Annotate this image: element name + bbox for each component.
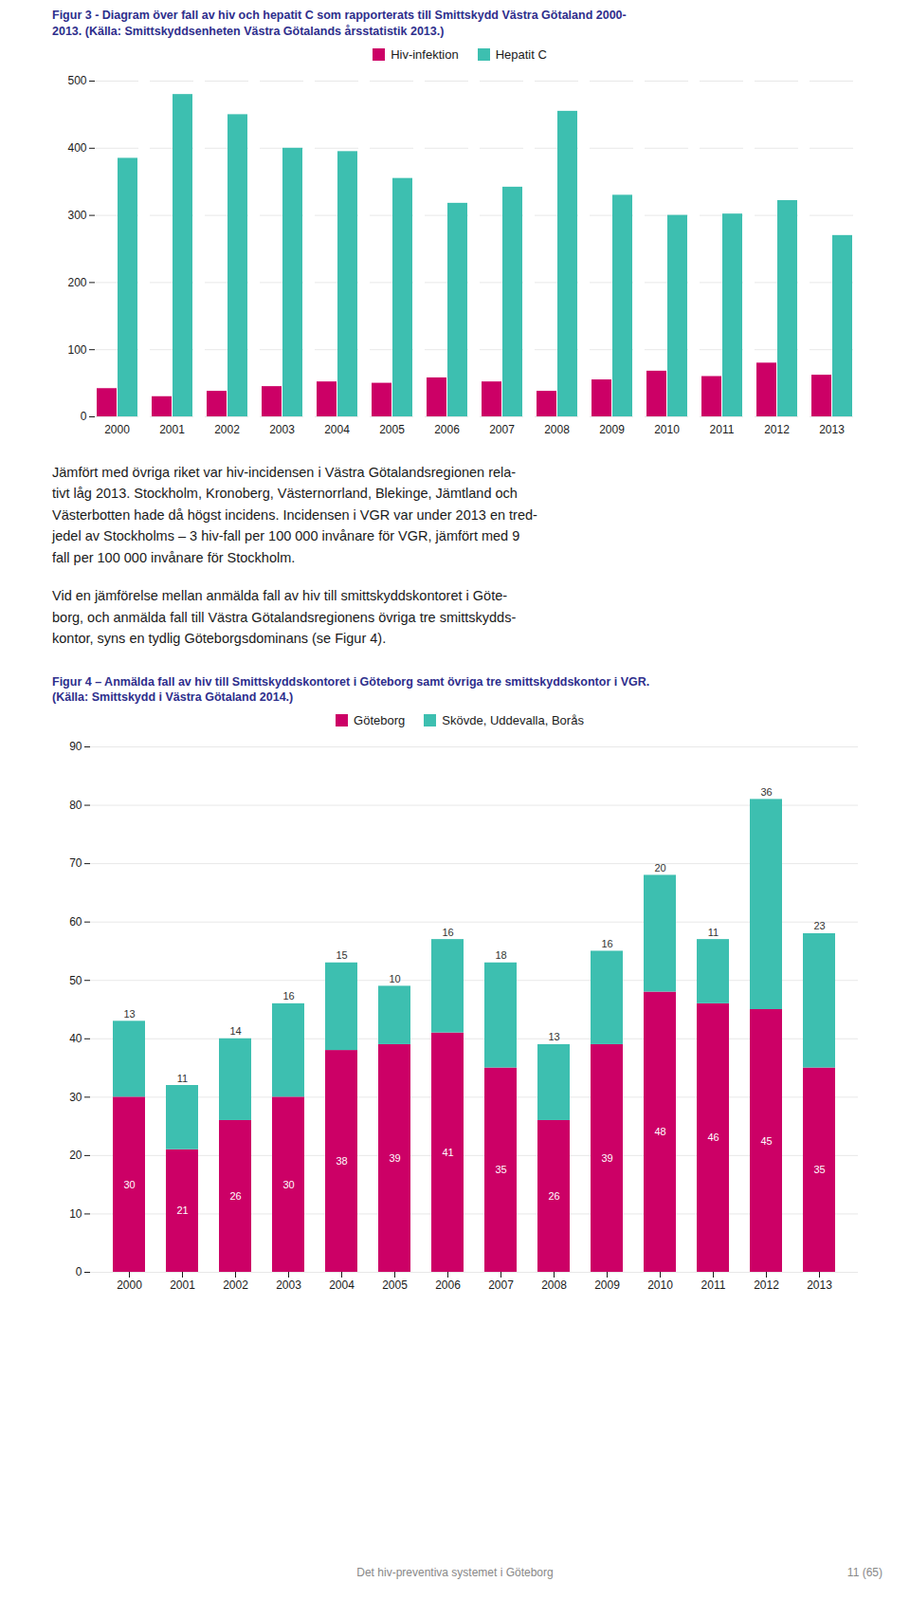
svg-text:2008: 2008	[541, 1277, 567, 1292]
svg-text:500: 500	[67, 73, 87, 88]
svg-text:400: 400	[67, 141, 87, 155]
html-text:Det hiv-preventiva systemet i: Det hiv-preventiva systemet i Göteborg	[356, 1565, 554, 1579]
svg-text:10: 10	[69, 1206, 83, 1220]
svg-text:2007: 2007	[489, 422, 515, 437]
svg-text:30: 30	[282, 1178, 294, 1190]
svg-text:2003: 2003	[275, 1277, 302, 1292]
html-text:Skövde, Uddevalla, Borås: Skövde, Uddevalla, Borås	[442, 713, 584, 728]
svg-text:100: 100	[67, 342, 87, 356]
svg-text:2002: 2002	[222, 1277, 249, 1292]
svg-text:26: 26	[547, 1189, 560, 1202]
html-text:Figur 3 - Diagram över fall av: Figur 3 - Diagram över fall av hiv och h…	[52, 8, 627, 38]
svg-text:13: 13	[547, 1031, 560, 1043]
svg-text:20: 20	[654, 861, 666, 874]
svg-text:2005: 2005	[382, 1277, 408, 1292]
svg-text:60: 60	[69, 914, 83, 929]
svg-text:2009: 2009	[599, 422, 625, 437]
svg-text:80: 80	[69, 798, 83, 812]
svg-text:70: 70	[69, 856, 83, 871]
svg-text:35: 35	[813, 1164, 825, 1176]
svg-text:2006: 2006	[434, 422, 460, 437]
html-text:Hiv-infektion: Hiv-infektion	[390, 47, 459, 62]
html-text:Göteborg: Göteborg	[353, 713, 406, 728]
svg-text:39: 39	[388, 1151, 401, 1164]
svg-text:16: 16	[600, 937, 613, 949]
svg-text:50: 50	[69, 973, 83, 987]
svg-text:2001: 2001	[159, 422, 185, 437]
svg-text:2004: 2004	[324, 422, 350, 437]
svg-text:16: 16	[441, 926, 454, 938]
svg-text:38: 38	[335, 1154, 347, 1166]
svg-text:2009: 2009	[594, 1277, 620, 1292]
svg-text:13: 13	[123, 1007, 135, 1020]
svg-text:2010: 2010	[654, 422, 680, 437]
svg-text:15: 15	[335, 949, 347, 962]
svg-text:0: 0	[75, 1265, 83, 1279]
svg-text:2002: 2002	[214, 422, 240, 437]
svg-text:45: 45	[760, 1134, 772, 1147]
svg-text:10: 10	[388, 972, 401, 984]
svg-text:2000: 2000	[116, 1277, 143, 1292]
html-text:Figur 4 – Anmälda fall av hiv: Figur 4 – Anmälda fall av hiv till Smitt…	[52, 674, 650, 704]
svg-text:48: 48	[654, 1126, 666, 1138]
svg-text:2005: 2005	[379, 422, 405, 437]
svg-text:90: 90	[69, 740, 83, 754]
svg-text:2012: 2012	[764, 422, 790, 437]
html-text:Hepatit C: Hepatit C	[495, 47, 547, 62]
svg-text:2007: 2007	[488, 1277, 514, 1292]
svg-text:0: 0	[80, 409, 88, 423]
svg-text:11: 11	[708, 926, 719, 938]
svg-text:41: 41	[441, 1146, 454, 1158]
svg-text:20: 20	[69, 1147, 83, 1162]
svg-text:30: 30	[123, 1178, 135, 1190]
svg-text:2003: 2003	[269, 422, 295, 437]
svg-text:21: 21	[176, 1204, 188, 1217]
svg-text:35: 35	[494, 1164, 507, 1176]
svg-text:2013: 2013	[806, 1277, 833, 1292]
svg-text:300: 300	[67, 208, 87, 222]
svg-text:2012: 2012	[753, 1277, 780, 1292]
svg-text:2013: 2013	[819, 422, 845, 437]
svg-text:200: 200	[67, 274, 87, 289]
svg-text:2006: 2006	[435, 1277, 461, 1292]
html-text:Jämfört med övriga riket var h: Jämfört med övriga riket var hiv-inciden…	[52, 464, 538, 565]
svg-text:36: 36	[760, 785, 772, 798]
svg-text:39: 39	[600, 1151, 613, 1164]
svg-text:14: 14	[229, 1025, 241, 1038]
svg-text:30: 30	[69, 1090, 83, 1104]
svg-text:2011: 2011	[701, 1277, 727, 1292]
svg-text:2008: 2008	[544, 422, 570, 437]
svg-text:46: 46	[707, 1131, 719, 1144]
html-text:Vid en jämförelse mellan anmäl: Vid en jämförelse mellan anmälda fall av…	[52, 587, 516, 646]
svg-text:16: 16	[282, 990, 294, 1002]
svg-text:11: 11	[177, 1072, 188, 1084]
svg-text:2000: 2000	[104, 422, 130, 437]
svg-text:23: 23	[813, 920, 825, 932]
html-text:11 (65): 11 (65)	[847, 1565, 883, 1579]
svg-text:2011: 2011	[709, 422, 735, 437]
svg-text:18: 18	[494, 949, 507, 962]
svg-text:2010: 2010	[647, 1277, 674, 1292]
svg-text:2004: 2004	[328, 1277, 355, 1292]
svg-text:40: 40	[69, 1031, 83, 1045]
svg-text:26: 26	[229, 1189, 241, 1202]
svg-text:2001: 2001	[169, 1277, 196, 1292]
